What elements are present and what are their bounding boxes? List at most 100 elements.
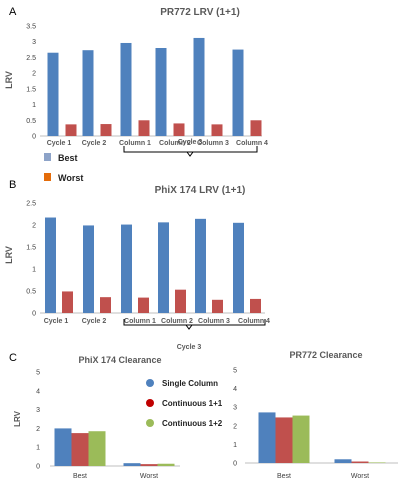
bar-column-3-worst	[211, 124, 223, 136]
bar-column-2-best	[158, 222, 169, 313]
category-label: Cycle 1	[47, 140, 72, 147]
y-tick-label: 3.5	[26, 24, 36, 31]
chart-c2-ticks: 0 1 2 3 4 5	[233, 368, 237, 468]
chart-c1-ticks: 0 1 2 3 4 5	[36, 370, 40, 471]
bar-cycle-2-best	[82, 50, 94, 137]
panel-label-a: A	[9, 6, 17, 18]
chart-c1-ylabel: LRV	[13, 410, 22, 427]
category-label: Cycle 1	[44, 318, 69, 325]
chart-b-bracket	[123, 319, 266, 326]
bar-column-3-best	[193, 37, 205, 136]
category-label: Best	[73, 473, 87, 480]
y-tick-label: 2	[36, 426, 40, 433]
bar-cycle-2-best	[83, 225, 94, 313]
panel-label-c: C	[9, 352, 17, 364]
chart-b-ticks: 0 0.5 1 1.5 2 2.5	[26, 201, 36, 318]
y-tick-label: 1	[233, 442, 237, 449]
legend-single-column-label: Single Column	[162, 379, 218, 388]
bar-column-2-worst	[175, 289, 186, 313]
legend-best-swatch	[44, 153, 51, 161]
y-tick-label: 5	[233, 368, 237, 375]
y-tick-label: 0.5	[26, 118, 36, 125]
chart-a-bracket-tip	[186, 151, 194, 157]
legend-c: Single Column Continuous 1+1 Continuous …	[146, 379, 223, 428]
category-label: Column 1	[119, 140, 151, 147]
category-label: Column 4	[236, 140, 268, 147]
category-label: Column 3	[197, 140, 229, 147]
y-tick-label: 2	[32, 223, 36, 230]
bar-cycle-1-worst	[65, 124, 77, 136]
y-tick-label: 1.5	[26, 86, 36, 93]
legend-worst: Worst	[44, 173, 83, 183]
chart-a-bars	[47, 37, 262, 137]
bar-cycle-1-best	[45, 217, 56, 313]
chart-b-bars	[45, 217, 261, 313]
bar-best-continuous-1-1	[71, 433, 89, 466]
y-tick-label: 0	[32, 134, 36, 141]
bar-best-continuous-1-2	[88, 431, 106, 466]
y-tick-label: 0.5	[26, 289, 36, 296]
bar-column-4-worst	[250, 120, 262, 136]
bar-cycle-1-worst	[62, 291, 73, 313]
y-tick-label: 2.5	[26, 55, 36, 62]
category-label: Column 4	[238, 318, 270, 325]
chart-c2-bars	[258, 412, 386, 463]
legend-single-column-marker	[146, 379, 154, 387]
bar-column-2-worst	[173, 123, 185, 136]
y-tick-label: 5	[36, 370, 40, 377]
category-label: Cycle 2	[82, 318, 107, 325]
legend-worst-swatch	[44, 173, 51, 181]
y-tick-label: 2	[32, 71, 36, 78]
bar-worst-continuous-1-1	[351, 461, 369, 463]
y-tick-label: 3	[233, 405, 237, 412]
chart-c1-bars	[54, 428, 175, 466]
category-label: Column 1	[124, 318, 156, 325]
chart-c1-category-labels: Best Worst	[73, 473, 158, 480]
chart-a-ylabel: LRV	[4, 71, 14, 89]
legend-continuous-1-1-label: Continuous 1+1	[162, 399, 223, 408]
bar-worst-continuous-1-1	[140, 464, 158, 466]
bar-best-single-column	[258, 412, 276, 463]
bar-column-1-best	[121, 224, 132, 313]
chart-b-title: PhiX 174 LRV (1+1)	[155, 185, 246, 196]
chart-b-ylabel: LRV	[4, 246, 14, 264]
bar-best-single-column	[54, 428, 72, 466]
legend-worst-label: Worst	[58, 173, 83, 183]
y-tick-label: 1.5	[26, 245, 36, 252]
legend-continuous-1-2-marker	[146, 419, 154, 427]
y-tick-label: 1	[36, 445, 40, 452]
bar-cycle-1-best	[47, 52, 59, 136]
bar-best-continuous-1-2	[292, 415, 310, 463]
bar-column-1-best	[120, 42, 132, 136]
chart-a-bracket	[123, 146, 258, 153]
y-tick-label: 2	[233, 423, 237, 430]
y-tick-label: 0	[233, 461, 237, 468]
bar-column-4-worst	[250, 298, 261, 313]
bar-column-3-worst	[212, 299, 223, 313]
chart-c1-title: PhiX 174 Clearance	[78, 355, 161, 365]
chart-a-title: PR772 LRV (1+1)	[160, 7, 240, 18]
legend-best: Best	[44, 153, 78, 163]
bar-cycle-2-worst	[100, 297, 111, 313]
category-label: Cycle 2	[82, 140, 107, 147]
chart-b-group-label: Cycle 3	[177, 344, 202, 351]
y-tick-label: 3	[36, 407, 40, 414]
bar-column-3-best	[195, 218, 206, 313]
chart-a: A PR772 LRV (1+1) LRV 0 0.5 1 1.5 2 2.5 3 3.5 C…	[4, 6, 268, 183]
bar-column-1-worst	[138, 120, 150, 136]
y-tick-label: 1	[32, 102, 36, 109]
bar-column-4-best	[233, 222, 244, 313]
chart-a-group-label: Cycle 3	[178, 139, 203, 146]
chart-a-ticks: 0 0.5 1 1.5 2 2.5 3 3.5	[26, 24, 36, 141]
y-tick-label: 1	[32, 267, 36, 274]
chart-a-category-labels: Cycle 1 Cycle 2 Column 1 Column 2 Column 3 Co…	[47, 140, 268, 147]
category-label: Worst	[140, 473, 158, 480]
chart-b: B PhiX 174 LRV (1+1) LRV 0 0.5 1 1.5 2 2.5 Cy…	[4, 179, 270, 351]
bar-best-continuous-1-1	[275, 417, 293, 463]
bar-worst-single-column	[334, 459, 352, 463]
bar-column-1-worst	[138, 297, 149, 313]
legend-best-label: Best	[58, 153, 78, 163]
category-label: Column 2	[159, 140, 191, 147]
